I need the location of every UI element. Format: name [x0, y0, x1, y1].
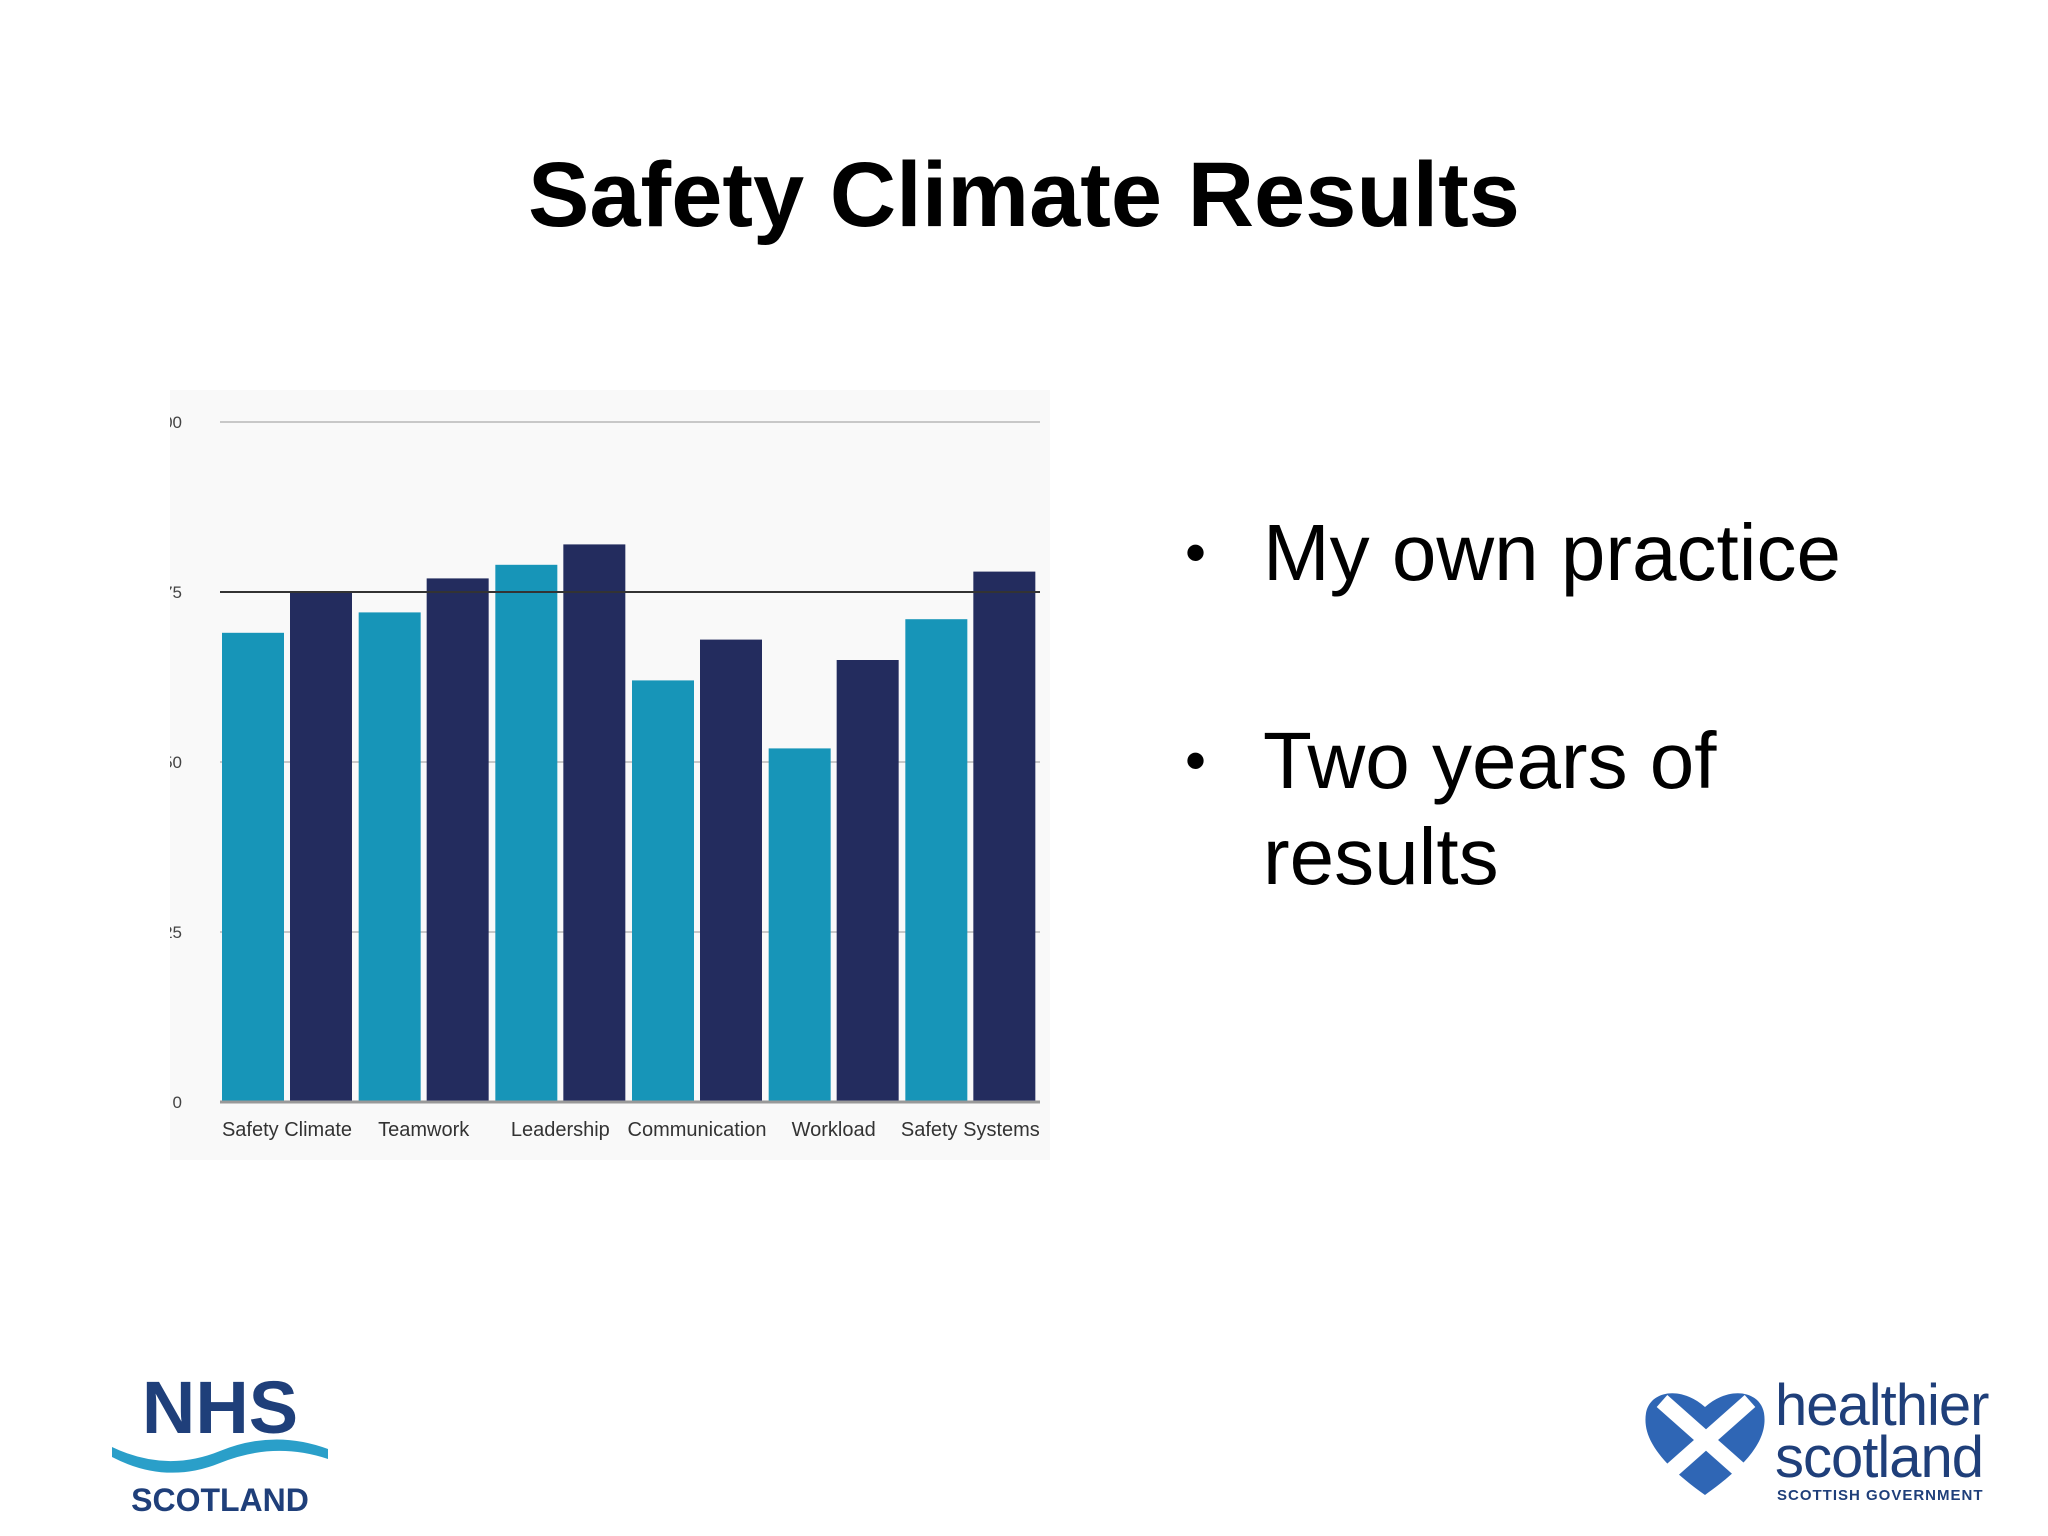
- nhs-scotland-logo: NHS SCOTLAND: [108, 1365, 332, 1521]
- bar: [426, 578, 489, 1102]
- scotland-text: scotland: [1775, 1425, 1984, 1490]
- y-tick-label: 75: [170, 583, 182, 602]
- bar: [495, 564, 558, 1102]
- bullet-text: Two years of results: [1263, 716, 1717, 901]
- bar-chart-svg: 0 25 50 75 100 Safety Climate Teamwork Leadersh…: [170, 413, 1040, 1141]
- bullet-icon: •: [1185, 727, 1207, 794]
- nhs-logo-subtext: SCOTLAND: [131, 1482, 309, 1518]
- saltire-heart-icon: [1645, 1393, 1765, 1495]
- x-tick-label: Workload: [792, 1119, 876, 1141]
- bar: [973, 571, 1036, 1102]
- bar: [563, 544, 626, 1102]
- x-tick-label: Leadership: [511, 1119, 610, 1141]
- bar: [700, 639, 762, 1102]
- bullet-list: • My own practice • Two years of results: [1180, 505, 1960, 1017]
- y-tick-label: 50: [170, 753, 182, 772]
- bar: [290, 592, 352, 1102]
- x-tick-label: Safety Climate: [222, 1119, 352, 1141]
- nhs-wave-icon: [112, 1439, 328, 1473]
- y-tick-label: 25: [170, 923, 182, 942]
- bullet-item: • Two years of results: [1180, 713, 1960, 905]
- slide-title: Safety Climate Results: [528, 144, 1520, 246]
- nhs-logo-text: NHS: [142, 1366, 298, 1449]
- bar: [905, 619, 968, 1102]
- bar: [358, 612, 421, 1102]
- healthier-text: healthier: [1775, 1373, 1989, 1438]
- bullet-text: My own practice: [1263, 508, 1841, 597]
- x-tick-label: Safety Systems: [901, 1119, 1040, 1141]
- bar: [768, 748, 831, 1102]
- bar: [836, 660, 899, 1102]
- y-tick-label: 100: [170, 413, 182, 432]
- bar: [222, 632, 284, 1102]
- scottish-government-text: SCOTTISH GOVERNMENT: [1777, 1487, 1984, 1504]
- healthier-scotland-logo: healthier scotland SCOTTISH GOVERNMENT: [1640, 1375, 2000, 1515]
- bar-chart: 0 25 50 75 100 Safety Climate Teamwork Leadersh…: [170, 390, 1050, 1160]
- bullet-icon: •: [1185, 519, 1207, 586]
- x-tick-label: Communication: [628, 1119, 767, 1141]
- bar: [632, 680, 694, 1102]
- bullet-item: • My own practice: [1180, 505, 1960, 601]
- x-tick-label: Teamwork: [378, 1119, 470, 1141]
- y-tick-label: 0: [173, 1093, 182, 1112]
